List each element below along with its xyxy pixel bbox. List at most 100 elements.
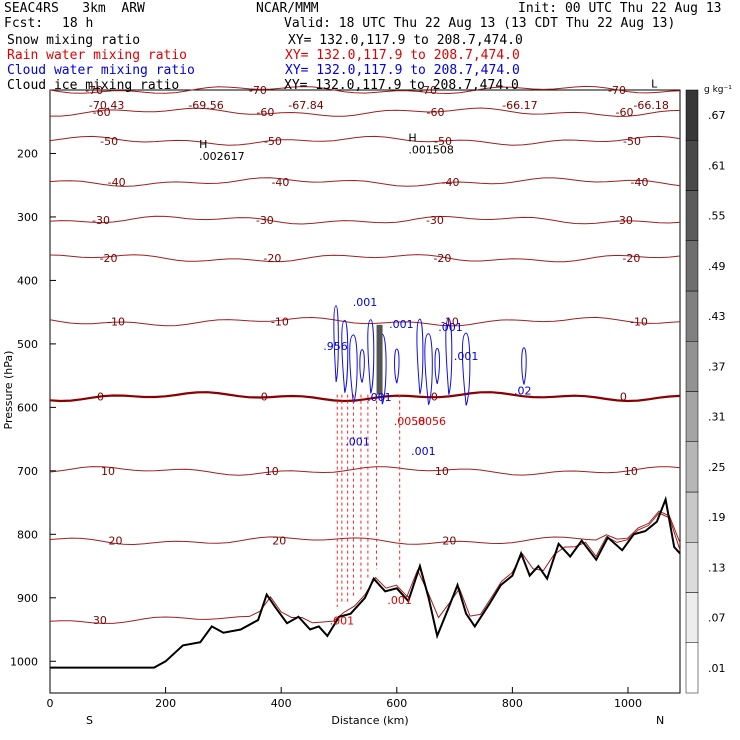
extremum-mark: H [199, 138, 207, 151]
colorbar-segment [685, 140, 699, 191]
min-temperature-label: -69.56 [188, 99, 223, 112]
temperature-contour-label: -50 [100, 135, 118, 148]
extremum-mark: L [651, 78, 658, 91]
y-axis-title: Pressure (hPa) [2, 351, 15, 430]
extremum-value: .001508 [408, 143, 454, 156]
temperature-contour-label: -70 [419, 84, 437, 97]
terrain-line [50, 495, 681, 669]
temperature-contour-label: -10 [107, 316, 125, 329]
colorbar-tick-label: .31 [708, 411, 726, 424]
init-time: Init: 00 UTC Thu 22 Aug 13 [518, 1, 722, 16]
colorbar-tick-label: .13 [708, 561, 726, 574]
y-tick-label: 200 [17, 147, 38, 160]
temperature-contour-label: -40 [631, 176, 649, 189]
y-tick-label: 900 [17, 592, 38, 605]
temperature-contour-label: -60 [427, 106, 445, 119]
temperature-contours: -70 -70 -70 -70 -60 -60 -60 -60 -50 -50 -50 -50 -40 -… [49, 84, 681, 627]
temperature-contour-label: 10 [265, 465, 279, 478]
y-tick-label: 800 [17, 528, 38, 541]
temperature-contour-label: -40 [442, 176, 460, 189]
cloud-water-label: .956 [323, 340, 348, 353]
colorbar-tick-label: .61 [708, 159, 726, 172]
colorbar-tick-label: .01 [708, 662, 726, 675]
temperature-contour-label: -60 [93, 106, 111, 119]
field-xy-cloud-water: XY= 132.0,117.9 to 208.7,474.0 [285, 63, 520, 78]
cloud-water-contour [349, 334, 358, 404]
x-tick-label: 200 [155, 697, 176, 710]
temperature-contour-label: -50 [623, 135, 641, 148]
colorbar-tick-label: .67 [708, 109, 726, 122]
temperature-contour-label: 0 [431, 391, 438, 404]
temperature-contour [49, 215, 681, 225]
rain-water-contours [336, 394, 401, 607]
extremum-value: .002617 [199, 150, 245, 163]
temperature-contour-label: 20 [272, 535, 286, 548]
cloud-water-label: .001 [389, 318, 414, 331]
temperature-contour-label: -20 [100, 252, 118, 265]
temperature-contour-label: -60 [616, 106, 634, 119]
field-name-snow: Snow mixing ratio [7, 33, 141, 48]
rain-water-label: .0058 [394, 415, 426, 428]
cloud-water-contour [367, 319, 375, 394]
cloud-water-contour [333, 305, 339, 383]
org-title: NCAR/MMM [256, 1, 319, 16]
y-tick-label: 700 [17, 465, 38, 478]
temperature-contour [49, 466, 681, 476]
temperature-contour-label: -20 [622, 252, 640, 265]
temperature-contour-label: -60 [256, 106, 274, 119]
field-xy-cloud-ice: XY= 132.0,117.9 to 208.7,474.0 [284, 78, 519, 93]
cloud-water-contour [341, 319, 349, 393]
field-xy-snow: XY= 132.0,117.9 to 208.7,474.0 [288, 33, 523, 48]
temperature-contour [49, 391, 681, 403]
temperature-contour [49, 254, 681, 263]
temperature-contour-label: -70 [608, 84, 626, 97]
field-xy-rain: XY= 132.0,117.9 to 208.7,474.0 [285, 48, 520, 63]
cloud-water-contours [333, 305, 527, 406]
temperature-contour-label: 10 [624, 465, 638, 478]
temperature-contour-label: 20 [108, 535, 122, 548]
colorbar-segment [685, 642, 699, 694]
colorbar-tick-label: .37 [708, 360, 726, 373]
temperature-contour-label: -10 [630, 316, 648, 329]
temperature-contour-label: -40 [108, 176, 126, 189]
min-temperature-label: -70.43 [89, 99, 124, 112]
temperature-contour-label: -40 [271, 176, 289, 189]
cloud-water-label: .001 [438, 321, 463, 334]
model-title: SEAC4RS 3km ARW [4, 1, 145, 16]
temperature-contour-label: -30 [615, 214, 633, 227]
cloud-water-contour [359, 349, 365, 383]
snow-shading [376, 324, 383, 395]
colorbar-tick-label: .25 [708, 461, 726, 474]
colorbar-tick-label: .55 [708, 210, 726, 223]
colorbar-segment [685, 290, 699, 342]
colorbar-unit: g kg⁻¹ [704, 85, 732, 95]
x-tick-label: 0 [47, 697, 54, 710]
min-temperature-label: -67.84 [288, 99, 323, 112]
min-temperature-label: -66.17 [502, 99, 537, 112]
field-name-rain: Rain water mixing ratio [7, 48, 188, 63]
cloud-water-contour [461, 332, 471, 406]
rain-water-label: .001 [387, 594, 412, 607]
temperature-contour-label: 0 [261, 391, 268, 404]
temperature-contour [50, 107, 681, 117]
temperature-contour [49, 177, 681, 187]
forecast-label: Fcst: [4, 16, 44, 31]
temperature-contour-label: -30 [256, 214, 274, 227]
temperature-contour-label: 20 [442, 535, 456, 548]
colorbar-tick-label: .19 [708, 511, 726, 524]
x-tick-label: 1000 [614, 697, 642, 710]
colorbar-segment [685, 341, 699, 392]
axes: 0 200 400 600 800 100020030040050060070080090… [10, 147, 642, 710]
x-tick-label: 600 [386, 697, 407, 710]
rain-water-label: .0056 [415, 415, 447, 428]
colorbar-segment [685, 441, 699, 493]
temperature-contour-label: -50 [434, 135, 452, 148]
temperature-contour-label: 0 [97, 391, 104, 404]
colorbar-segment [685, 592, 699, 643]
field-name-cloud-ice: Cloud ice mixing ratio [7, 78, 180, 93]
colorbar-segment [685, 190, 699, 241]
y-tick-label: 600 [17, 401, 38, 414]
temperature-contour-label: -20 [263, 252, 281, 265]
temperature-contour [49, 512, 681, 624]
